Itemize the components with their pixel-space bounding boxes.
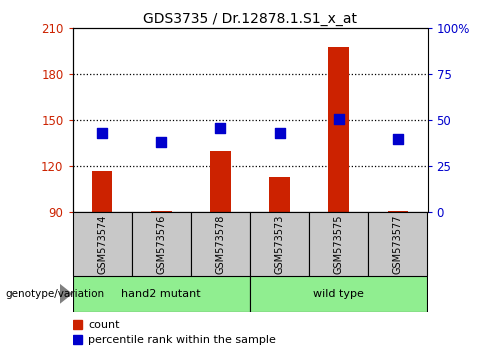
Point <box>394 136 402 142</box>
Text: GDS3735 / Dr.12878.1.S1_x_at: GDS3735 / Dr.12878.1.S1_x_at <box>143 12 357 27</box>
Text: GSM573577: GSM573577 <box>393 215 403 274</box>
Text: hand2 mutant: hand2 mutant <box>122 289 201 299</box>
FancyBboxPatch shape <box>132 212 191 276</box>
Bar <box>151 211 172 212</box>
Point <box>335 116 343 121</box>
FancyBboxPatch shape <box>72 276 250 312</box>
Point <box>216 125 224 131</box>
FancyBboxPatch shape <box>250 212 309 276</box>
Bar <box>210 151 231 212</box>
Point <box>157 139 165 145</box>
Text: GSM573573: GSM573573 <box>274 215 284 274</box>
Bar <box>388 211 408 212</box>
Text: wild type: wild type <box>314 289 364 299</box>
Text: GSM573578: GSM573578 <box>216 215 226 274</box>
Text: GSM573576: GSM573576 <box>156 215 166 274</box>
Point <box>98 130 106 136</box>
Point <box>276 130 283 136</box>
Bar <box>269 177 290 212</box>
Text: count: count <box>88 320 120 330</box>
Polygon shape <box>60 284 72 304</box>
Bar <box>72 336 83 344</box>
FancyBboxPatch shape <box>250 276 428 312</box>
Text: percentile rank within the sample: percentile rank within the sample <box>88 335 276 345</box>
Bar <box>92 171 112 212</box>
Bar <box>328 47 349 212</box>
FancyBboxPatch shape <box>368 212 428 276</box>
FancyBboxPatch shape <box>191 212 250 276</box>
Bar <box>72 320 83 329</box>
FancyBboxPatch shape <box>309 212 368 276</box>
FancyBboxPatch shape <box>72 212 132 276</box>
Text: genotype/variation: genotype/variation <box>5 289 104 299</box>
Text: GSM573575: GSM573575 <box>334 215 344 274</box>
Text: GSM573574: GSM573574 <box>97 215 107 274</box>
